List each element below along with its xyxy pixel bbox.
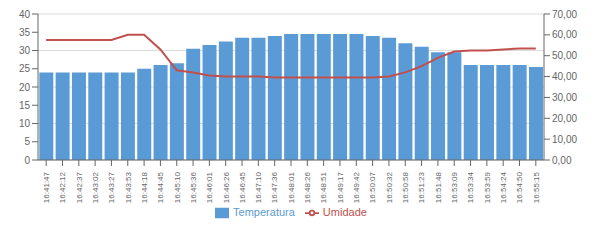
- svg-text:15: 15: [19, 100, 31, 111]
- svg-text:16:47:10: 16:47:10: [254, 171, 263, 203]
- html-text:Umidade: Umidade: [322, 206, 367, 218]
- svg-text:16:48:51: 16:48:51: [319, 171, 328, 203]
- svg-text:16:47:36: 16:47:36: [270, 171, 279, 203]
- svg-text:16:50:32: 16:50:32: [385, 171, 394, 203]
- svg-text:16:45:36: 16:45:36: [189, 171, 198, 203]
- svg-text:16:53:09: 16:53:09: [450, 171, 459, 203]
- svg-text:20: 20: [19, 82, 31, 93]
- html-text:Temperatura: Temperatura: [233, 206, 295, 218]
- svg-text:50,00: 50,00: [552, 50, 577, 61]
- svg-text:16:46:45: 16:46:45: [238, 171, 247, 203]
- svg-text:16:42:12: 16:42:12: [58, 171, 67, 203]
- svg-text:16:54:24: 16:54:24: [499, 171, 508, 203]
- svg-text:25: 25: [19, 63, 31, 74]
- svg-text:5: 5: [24, 136, 30, 147]
- svg-text:40: 40: [19, 9, 31, 20]
- svg-text:10: 10: [19, 118, 31, 129]
- svg-text:16:43:53: 16:43:53: [124, 171, 133, 203]
- svg-text:16:44:45: 16:44:45: [156, 171, 165, 203]
- svg-text:35: 35: [19, 27, 31, 38]
- svg-text:16:46:26: 16:46:26: [222, 171, 231, 203]
- svg-text:20,00: 20,00: [552, 113, 577, 124]
- svg-text:0,00: 0,00: [552, 155, 572, 166]
- svg-text:70,00: 70,00: [552, 9, 577, 20]
- svg-text:16:42:37: 16:42:37: [75, 171, 84, 203]
- svg-text:16:53:59: 16:53:59: [483, 171, 492, 203]
- svg-text:16:49:42: 16:49:42: [352, 171, 361, 203]
- svg-text:16:43:27: 16:43:27: [107, 171, 116, 203]
- svg-text:16:55:15: 16:55:15: [532, 171, 541, 203]
- svg-text:16:50:58: 16:50:58: [401, 171, 410, 203]
- svg-text:16:41:47: 16:41:47: [42, 171, 51, 203]
- svg-text:60,00: 60,00: [552, 29, 577, 40]
- svg-text:10,00: 10,00: [552, 134, 577, 145]
- svg-text:0: 0: [24, 155, 30, 166]
- svg-text:16:51:48: 16:51:48: [434, 171, 443, 203]
- svg-text:16:43:02: 16:43:02: [91, 171, 100, 203]
- svg-text:30: 30: [19, 45, 31, 56]
- svg-text:16:48:26: 16:48:26: [303, 171, 312, 203]
- svg-text:30,00: 30,00: [552, 92, 577, 103]
- svg-text:16:50:07: 16:50:07: [368, 171, 377, 203]
- svg-text:16:45:10: 16:45:10: [173, 171, 182, 203]
- svg-text:16:54:50: 16:54:50: [515, 171, 524, 203]
- svg-text:16:46:01: 16:46:01: [205, 171, 214, 203]
- svg-text:40,00: 40,00: [552, 71, 577, 82]
- svg-text:16:53:34: 16:53:34: [466, 171, 475, 203]
- svg-text:16:51:23: 16:51:23: [417, 171, 426, 203]
- svg-text:16:44:18: 16:44:18: [140, 171, 149, 203]
- svg-text:16:49:17: 16:49:17: [336, 171, 345, 203]
- svg-text:16:48:01: 16:48:01: [287, 171, 296, 203]
